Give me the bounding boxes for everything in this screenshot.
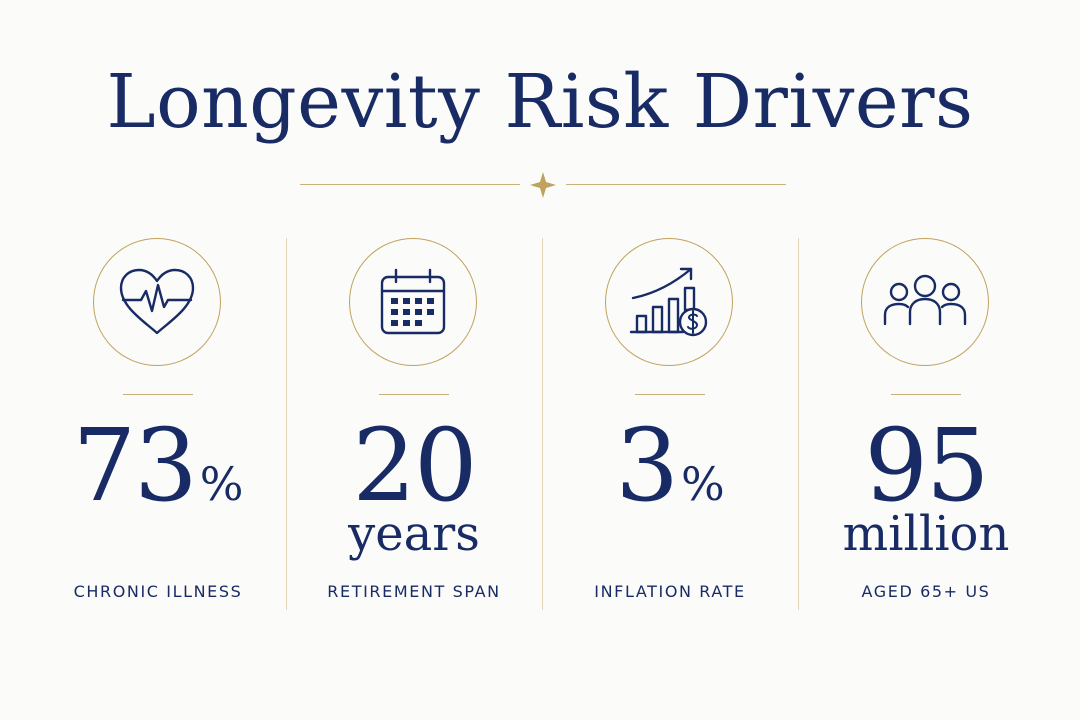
stat-aged-65-us: 95 million AGED 65+ US [798, 238, 1054, 610]
stat-chronic-illness: 73% CHRONIC ILLNESS [30, 238, 286, 610]
short-rule [635, 394, 705, 395]
stat-inflation-rate: 3% INFLATION RATE [542, 238, 798, 610]
icon-circle [605, 238, 733, 366]
stat-unit: years [348, 506, 480, 562]
stat-value: 73% [30, 416, 286, 516]
short-rule [123, 394, 193, 395]
icon-circle [861, 238, 989, 366]
stat-value: 3% [542, 416, 798, 516]
stat-unit: % [199, 457, 244, 511]
calendar-icon [380, 268, 446, 335]
page-title: Longevity Risk Drivers [106, 59, 974, 145]
stats-row: 73% CHRONIC ILLNESS 20 years RETIREMENT [30, 238, 1054, 610]
stat-number: 20 [352, 407, 477, 524]
stat-caption: AGED 65+ US [861, 582, 991, 601]
ornament-divider [300, 170, 786, 200]
stat-unit: % [680, 457, 725, 511]
stat-number: 3 [615, 407, 679, 524]
growth-chart-dollar-icon [629, 267, 708, 337]
icon-circle [93, 238, 221, 366]
stat-unit: million [842, 506, 1010, 562]
short-rule [891, 394, 961, 395]
diamond-ornament-icon [530, 172, 556, 198]
short-rule [379, 394, 449, 395]
divider-line-right [566, 184, 786, 185]
stat-value: 20 years [286, 416, 542, 562]
stat-caption: CHRONIC ILLNESS [73, 582, 243, 601]
stat-retirement-span: 20 years RETIREMENT SPAN [286, 238, 542, 610]
divider-line-left [300, 184, 520, 185]
icon-circle [349, 238, 477, 366]
stat-number: 73 [72, 407, 198, 524]
stat-value: 95 million [798, 416, 1054, 562]
stat-number: 95 [864, 407, 989, 524]
heart-pulse-icon [119, 268, 195, 335]
stat-caption: INFLATION RATE [594, 582, 746, 601]
people-group-icon [883, 274, 967, 326]
stat-caption: RETIREMENT SPAN [327, 582, 501, 601]
